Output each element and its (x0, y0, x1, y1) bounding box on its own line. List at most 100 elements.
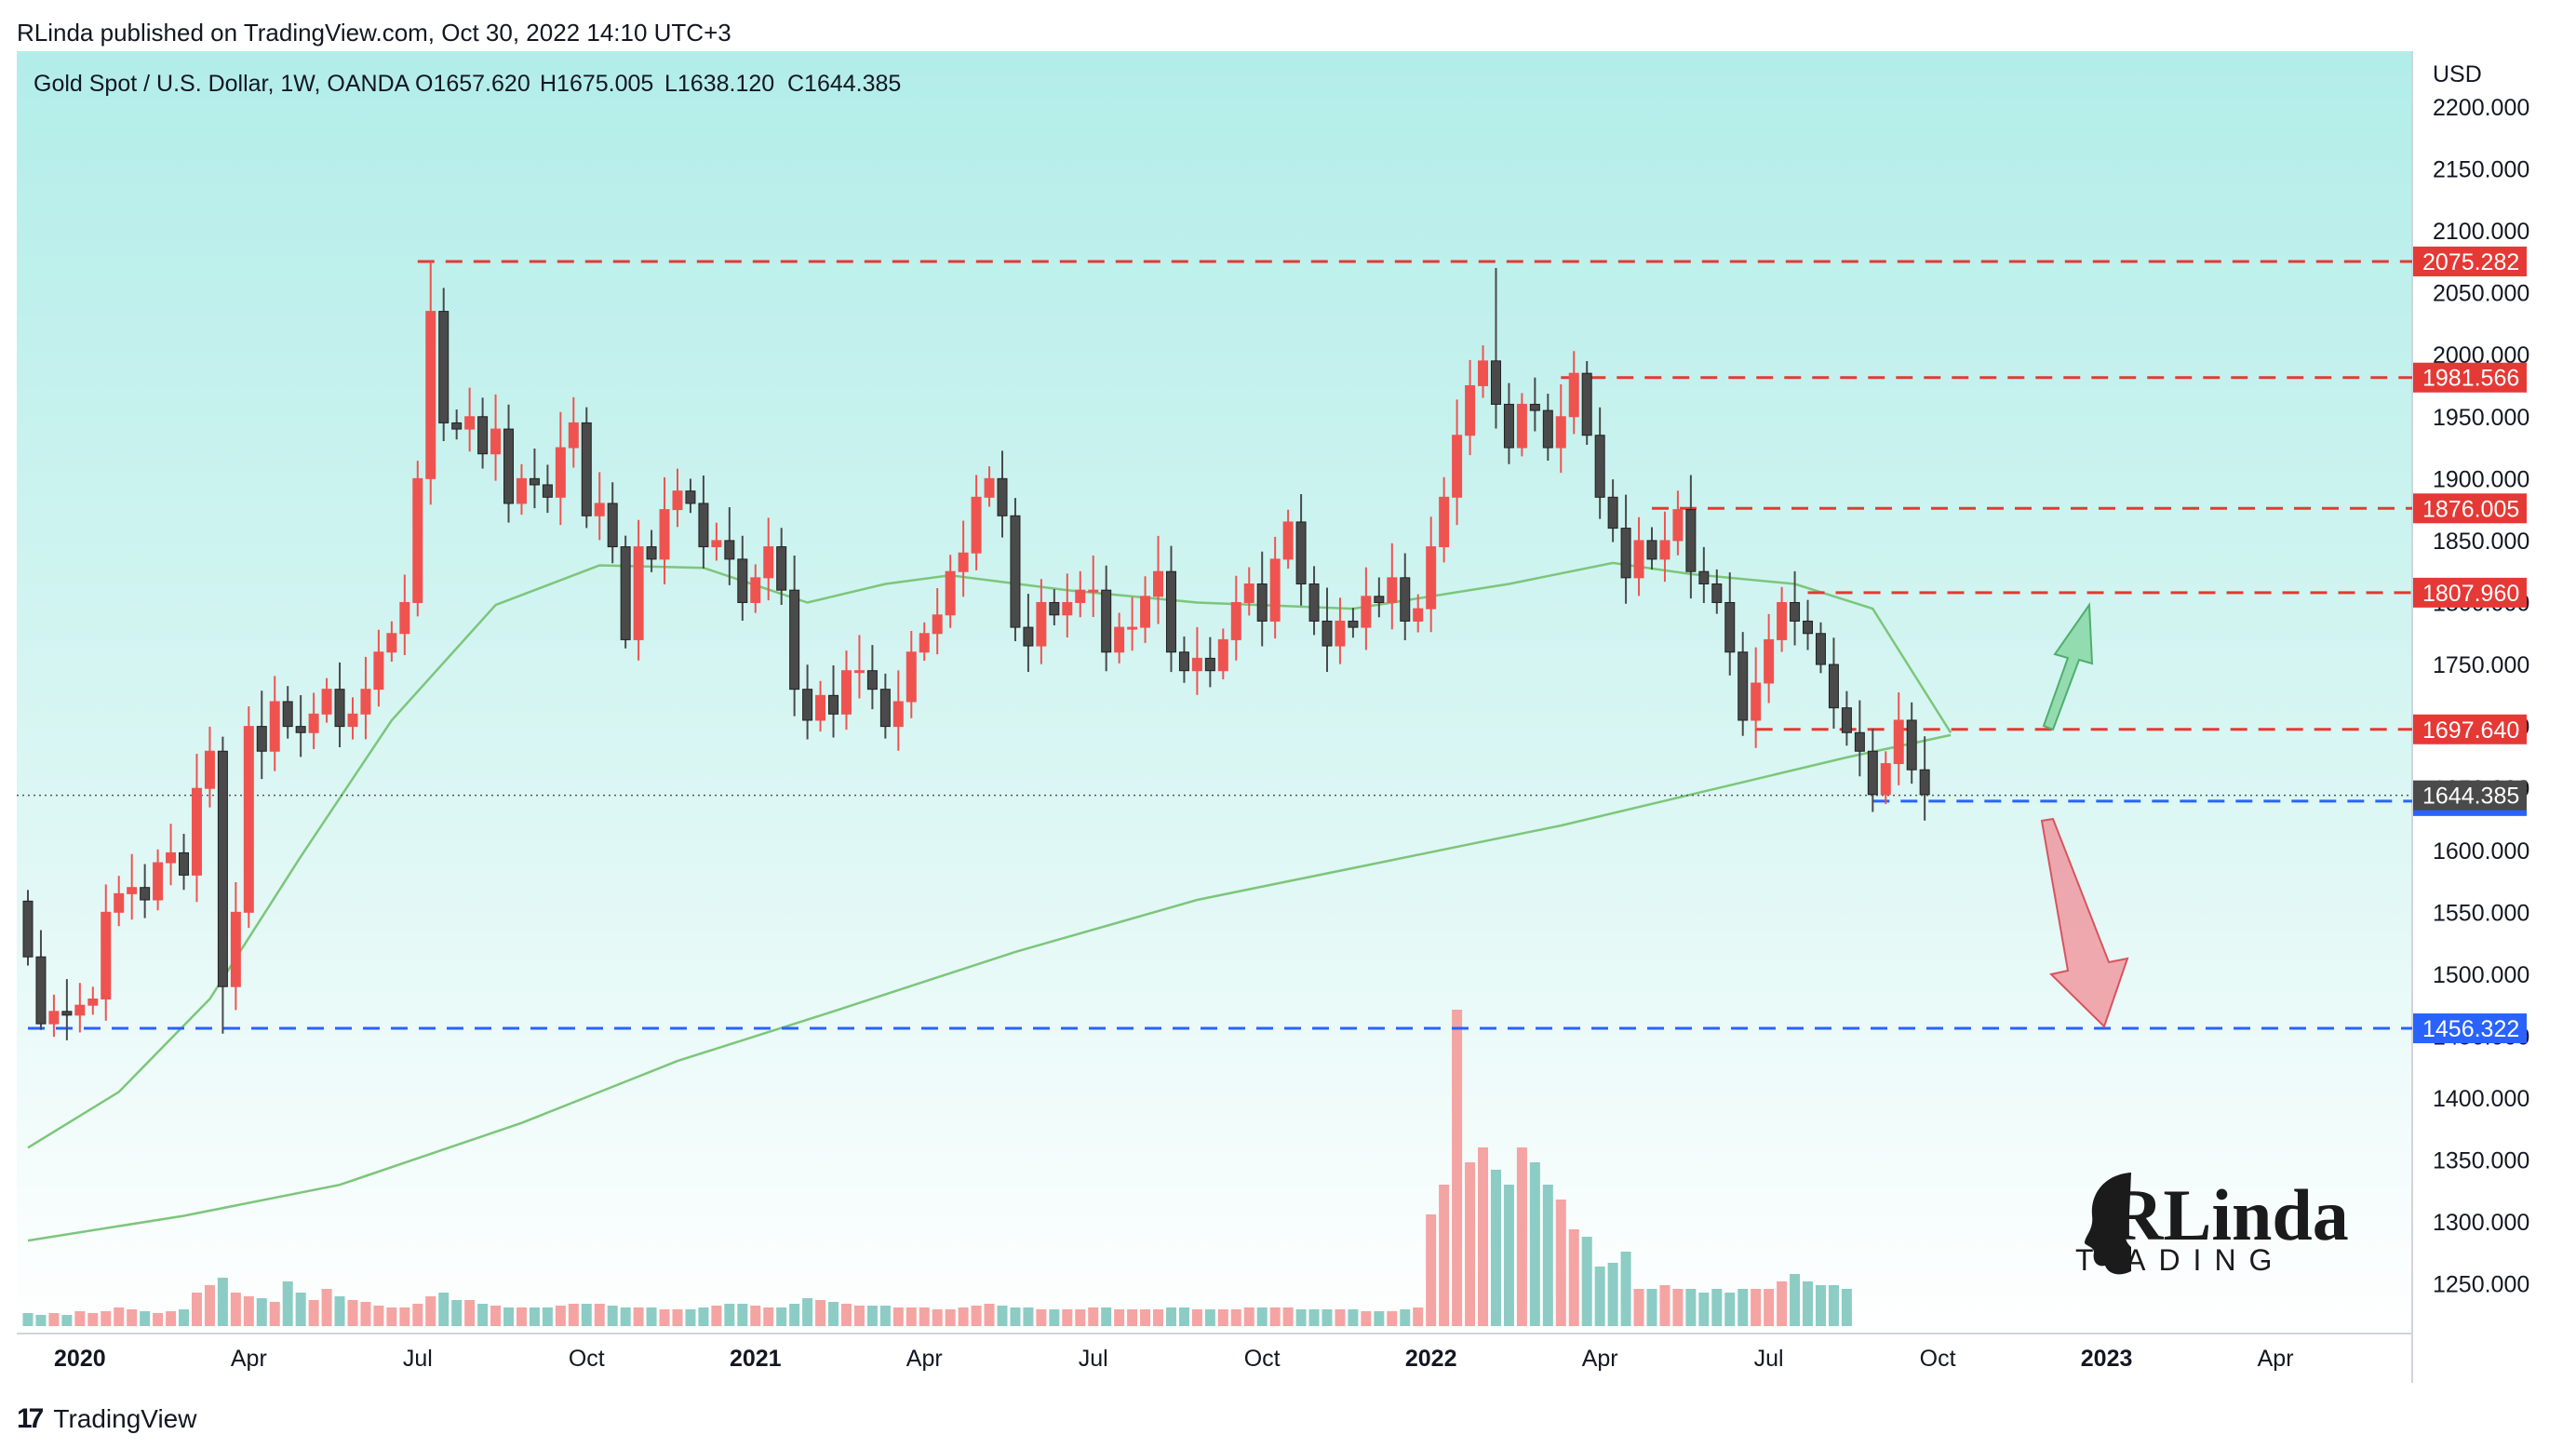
candle[interactable] (1153, 535, 1164, 624)
candle[interactable] (503, 404, 515, 523)
candle[interactable] (191, 754, 202, 903)
candle[interactable] (295, 695, 306, 758)
candle[interactable] (114, 876, 125, 927)
candle[interactable] (1777, 586, 1788, 652)
candle[interactable] (1633, 516, 1644, 597)
candle[interactable] (1893, 692, 1904, 785)
candle[interactable] (1764, 613, 1775, 704)
candle[interactable] (1867, 729, 1878, 812)
candle[interactable] (866, 645, 878, 710)
candle[interactable] (1165, 545, 1176, 673)
candle[interactable] (789, 556, 800, 717)
candle[interactable] (958, 520, 969, 597)
candle[interactable] (243, 706, 254, 929)
candle[interactable] (269, 676, 280, 771)
candle[interactable] (1594, 407, 1605, 519)
candle[interactable] (1607, 479, 1618, 543)
candle[interactable] (217, 736, 228, 1034)
candle[interactable] (659, 476, 670, 584)
candle[interactable] (1581, 360, 1592, 445)
candle[interactable] (879, 673, 891, 739)
candle[interactable] (529, 448, 540, 509)
candle[interactable] (1049, 589, 1060, 625)
candle[interactable] (1101, 565, 1112, 672)
candle[interactable] (1075, 570, 1086, 618)
candle[interactable] (1322, 587, 1333, 673)
candle[interactable] (1400, 553, 1411, 640)
candle[interactable] (542, 464, 553, 514)
candle[interactable] (1204, 637, 1215, 688)
candle[interactable] (776, 528, 787, 606)
candle[interactable] (763, 517, 774, 601)
candle[interactable] (1490, 267, 1501, 429)
candle[interactable] (919, 622, 930, 662)
candle[interactable] (1465, 359, 1476, 456)
candle[interactable] (101, 884, 112, 1021)
candle[interactable] (1023, 594, 1034, 673)
candle[interactable] (1243, 567, 1254, 616)
candle[interactable] (22, 890, 34, 966)
candle[interactable] (724, 506, 735, 585)
candle[interactable] (140, 864, 151, 918)
candle[interactable] (672, 468, 683, 528)
candle[interactable] (1426, 516, 1437, 633)
candle[interactable] (179, 834, 190, 891)
candle[interactable] (607, 482, 618, 564)
candle[interactable] (1282, 509, 1294, 570)
candle[interactable] (1010, 498, 1021, 642)
candle[interactable] (1256, 551, 1268, 647)
candle[interactable] (1439, 476, 1450, 563)
candle[interactable] (685, 478, 696, 514)
candle[interactable] (282, 686, 293, 739)
candle[interactable] (256, 690, 267, 780)
candle[interactable] (1919, 736, 1930, 821)
candle[interactable] (360, 656, 371, 740)
candle[interactable] (425, 261, 436, 505)
footer-brand[interactable]: 17 TradingView (17, 1403, 196, 1435)
candle[interactable] (1295, 493, 1307, 606)
candle[interactable] (892, 670, 904, 751)
candle[interactable] (490, 394, 502, 481)
candle[interactable] (1555, 384, 1566, 474)
candle[interactable] (568, 396, 579, 468)
candle[interactable] (1062, 573, 1073, 638)
candle[interactable] (1751, 647, 1762, 748)
candle[interactable] (997, 450, 1008, 538)
candle[interactable] (153, 849, 164, 911)
candle[interactable] (1516, 393, 1527, 457)
candle[interactable] (1308, 566, 1320, 636)
candle[interactable] (61, 979, 73, 1040)
candle[interactable] (438, 288, 449, 441)
candle[interactable] (1698, 546, 1710, 604)
candle[interactable] (1127, 597, 1138, 651)
candle[interactable] (230, 881, 241, 1011)
candle[interactable] (1724, 572, 1736, 676)
candle[interactable] (35, 930, 47, 1030)
candle[interactable] (308, 692, 319, 749)
candle[interactable] (1361, 567, 1372, 650)
candle[interactable] (1230, 575, 1241, 661)
candle[interactable] (1387, 543, 1398, 630)
candle[interactable] (971, 475, 982, 570)
candle[interactable] (1036, 579, 1047, 664)
candle[interactable] (87, 986, 99, 1015)
candle[interactable] (828, 664, 839, 738)
candle[interactable] (464, 387, 476, 452)
candle[interactable] (1620, 494, 1631, 604)
candle[interactable] (802, 664, 813, 740)
candle[interactable] (1646, 527, 1657, 570)
candle[interactable] (594, 472, 605, 541)
candle[interactable] (1088, 556, 1099, 618)
candle[interactable] (127, 853, 138, 920)
candle[interactable] (412, 461, 423, 617)
candle[interactable] (1828, 637, 1839, 730)
candle[interactable] (737, 535, 748, 622)
candle[interactable] (633, 519, 644, 661)
candle[interactable] (1854, 700, 1865, 777)
candle[interactable] (386, 621, 397, 662)
candle[interactable] (1815, 622, 1826, 674)
candle[interactable] (1335, 597, 1346, 664)
candle[interactable] (1217, 628, 1228, 680)
candle[interactable] (399, 574, 410, 656)
candle[interactable] (74, 983, 86, 1033)
